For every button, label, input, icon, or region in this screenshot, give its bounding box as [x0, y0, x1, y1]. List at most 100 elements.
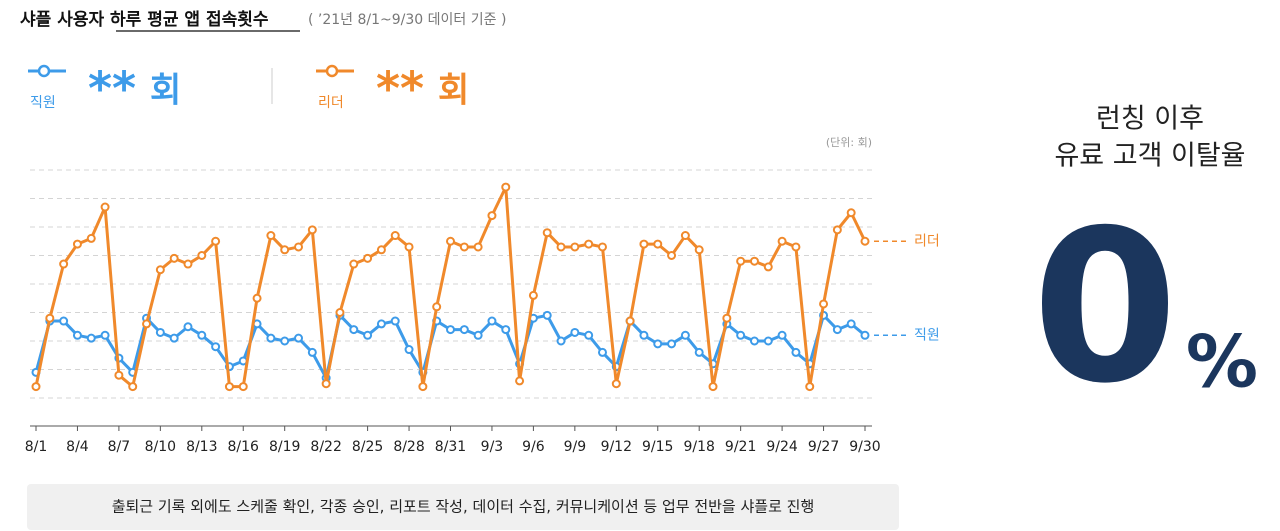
data-point [100, 330, 110, 340]
x-tick-label: 8/31 [435, 439, 466, 455]
data-point [459, 242, 469, 252]
data-point [487, 316, 497, 326]
data-point [667, 339, 677, 349]
data-point [266, 333, 276, 343]
data-point [294, 333, 304, 343]
data-point [459, 325, 469, 335]
x-tick-label: 8/13 [186, 439, 217, 455]
data-point [556, 242, 566, 252]
data-point [321, 379, 331, 389]
legend-value: ** [88, 62, 136, 116]
x-tick-label: 9/6 [522, 439, 545, 455]
data-point [128, 382, 138, 392]
data-point [224, 382, 234, 392]
stat-caption: 런칭 이후 [1096, 104, 1204, 135]
data-point [694, 245, 704, 255]
data-point [777, 236, 787, 246]
data-point [72, 330, 82, 340]
data-point [639, 330, 649, 340]
data-point [432, 302, 442, 312]
data-point [418, 382, 428, 392]
data-point [294, 242, 304, 252]
data-point [570, 242, 580, 252]
x-tick-label: 8/4 [66, 439, 89, 455]
data-point [169, 253, 179, 263]
legend-label: 리더 [318, 95, 344, 111]
chart-subtitle: ( ’21년 8/1~9/30 데이터 기준 ) [308, 12, 506, 28]
x-tick-label: 8/10 [145, 439, 176, 455]
series-line [34, 185, 867, 389]
data-point [542, 310, 552, 320]
footer-box [27, 484, 899, 530]
data-point [501, 325, 511, 335]
x-tick-label: 8/19 [269, 439, 300, 455]
x-tick-label: 9/12 [601, 439, 632, 455]
data-point [31, 382, 41, 392]
data-point [597, 242, 607, 252]
data-point [515, 376, 525, 386]
stat-unit: % [1186, 320, 1258, 404]
data-point [708, 382, 718, 392]
data-point [680, 231, 690, 241]
x-tick-label: 9/27 [808, 439, 839, 455]
stat-caption: 유료 고객 이탈율 [1054, 141, 1245, 172]
data-point [805, 382, 815, 392]
x-tick-label: 9/21 [725, 439, 756, 455]
data-point [846, 319, 856, 329]
data-point [860, 236, 870, 246]
data-point [749, 336, 759, 346]
data-point [763, 336, 773, 346]
data-point [832, 325, 842, 335]
data-point [611, 379, 621, 389]
x-tick-label: 9/18 [683, 439, 714, 455]
data-point [59, 316, 69, 326]
data-point [363, 330, 373, 340]
x-tick-label: 8/25 [352, 439, 383, 455]
data-point [528, 290, 538, 300]
x-tick-label: 8/28 [393, 439, 424, 455]
footer-text: 출퇴근 기록 외에도 스케줄 확인, 각종 승인, 리포트 작성, 데이터 수집… [112, 498, 815, 516]
data-point [653, 239, 663, 249]
data-point [45, 313, 55, 323]
data-point [584, 239, 594, 249]
x-tick-label: 9/3 [481, 439, 504, 455]
data-point [777, 330, 787, 340]
data-point [238, 382, 248, 392]
chart-title: 샤플 사용자 하루 평균 앱 접속횟수 [20, 9, 269, 30]
legend-label: 직원 [30, 95, 56, 111]
unit-note: (단위: 회) [826, 136, 872, 149]
x-tick-label: 8/22 [310, 439, 341, 455]
data-point [114, 370, 124, 380]
end-label: 직원 [914, 327, 940, 343]
data-point [446, 236, 455, 246]
data-point [846, 208, 856, 218]
data-point [307, 225, 317, 235]
data-point [597, 347, 607, 357]
data-point [155, 265, 165, 275]
data-point [736, 330, 746, 340]
data-point [72, 239, 82, 249]
data-point [542, 228, 552, 238]
data-point [211, 342, 221, 352]
data-point [446, 325, 455, 335]
x-tick-label: 9/24 [766, 439, 798, 455]
data-point [722, 313, 732, 323]
data-point [169, 333, 179, 343]
x-tick-label: 9/30 [849, 439, 880, 455]
data-point [404, 242, 414, 252]
data-point [183, 259, 193, 269]
data-point [570, 327, 580, 337]
end-label: 리더 [914, 233, 940, 249]
legend-marker [37, 64, 51, 78]
data-point [791, 242, 801, 252]
data-point [860, 330, 870, 340]
data-point [390, 231, 400, 241]
data-point [266, 231, 276, 241]
data-point [86, 333, 96, 343]
data-point [376, 245, 386, 255]
data-point [280, 336, 290, 346]
data-point [473, 330, 483, 340]
data-point [197, 330, 207, 340]
data-point [390, 316, 400, 326]
